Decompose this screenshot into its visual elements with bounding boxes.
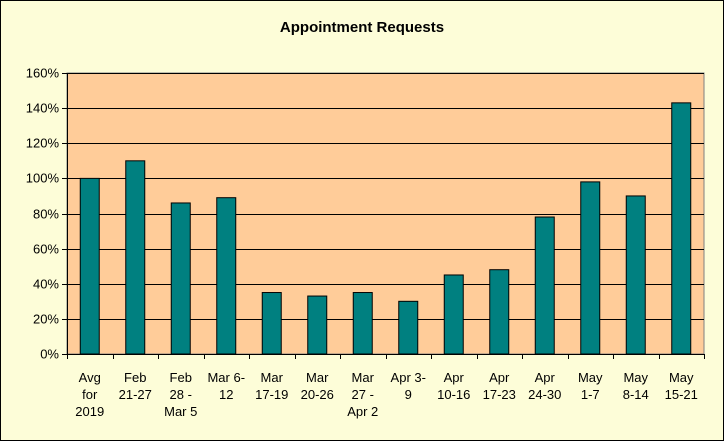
bar <box>307 295 328 355</box>
x-tick-label: Feb 28 -Mar 5 <box>164 370 197 419</box>
y-tick-label: 120% <box>26 136 60 151</box>
plot-area <box>66 72 705 355</box>
bar <box>580 181 601 355</box>
bar <box>125 160 146 355</box>
bar <box>216 197 237 355</box>
y-tick-label: 0% <box>40 347 59 362</box>
bar <box>79 177 100 355</box>
x-tick-label: May 8-14 <box>623 370 649 402</box>
y-tick-label: 60% <box>33 242 59 257</box>
x-tick-label: Apr 10-16 <box>437 370 470 402</box>
bar <box>443 274 464 355</box>
bar <box>261 292 282 355</box>
y-tick-label: 140% <box>26 101 60 116</box>
x-tick-label: Mar 17-19 <box>255 370 288 402</box>
x-tick-label: Mar 6-12 <box>207 370 245 402</box>
x-tick-label: Feb 21-27 <box>119 370 152 402</box>
chart-title: Appointment Requests <box>279 19 445 36</box>
y-tick-label: 80% <box>33 207 59 222</box>
x-tick-label: May 15-21 <box>665 370 698 402</box>
y-tick-label: 100% <box>26 171 60 186</box>
x-tick-label: Apr 17-23 <box>483 370 516 402</box>
x-tick-label: Apr 24-30 <box>528 370 561 402</box>
y-tick-label: 40% <box>33 277 59 292</box>
y-tick-label: 160% <box>26 66 60 81</box>
bar <box>489 269 510 355</box>
x-tick-label: May 1-7 <box>578 370 603 402</box>
bar <box>671 102 692 355</box>
x-tick-label: Avg for 2019 <box>75 370 104 419</box>
bar <box>352 292 373 355</box>
x-tick-label: Apr 3-9 <box>391 370 426 402</box>
bar <box>398 300 419 355</box>
x-tick-label: Mar 27 -Apr 2 <box>347 370 378 419</box>
bar <box>625 195 646 355</box>
bar <box>534 216 555 355</box>
bar <box>170 202 191 355</box>
x-tick-label: Mar 20-26 <box>301 370 334 402</box>
y-tick-label: 20% <box>33 312 59 327</box>
